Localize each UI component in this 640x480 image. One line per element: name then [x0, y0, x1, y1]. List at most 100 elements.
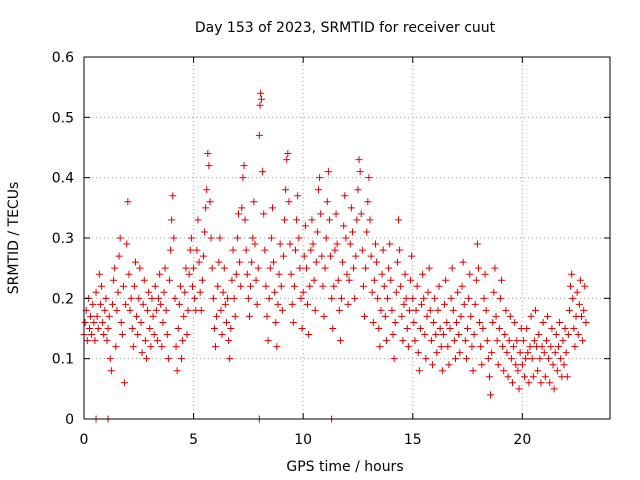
data-point [261, 246, 269, 254]
data-point [539, 318, 547, 326]
data-point [374, 294, 382, 302]
data-point [397, 282, 405, 290]
data-point [128, 325, 136, 332]
data-point [493, 337, 501, 345]
data-point [466, 270, 474, 278]
data-point [296, 264, 304, 272]
data-point [272, 318, 280, 326]
data-point [127, 294, 135, 302]
data-point [365, 174, 373, 182]
data-point [345, 276, 353, 284]
data-point [227, 325, 235, 332]
data-point [447, 294, 455, 302]
data-point [125, 270, 133, 278]
data-point [405, 306, 413, 314]
data-point [81, 318, 89, 326]
data-point [561, 325, 569, 332]
data-point [347, 204, 355, 212]
data-point [239, 174, 247, 182]
data-point [380, 282, 388, 290]
data-point [437, 343, 445, 351]
data-point [527, 312, 535, 320]
data-point [346, 240, 354, 248]
data-point [344, 300, 352, 308]
data-point [168, 216, 176, 224]
data-point [387, 276, 395, 284]
data-point [534, 367, 542, 375]
data-point [557, 355, 565, 363]
data-point [89, 300, 97, 308]
x-tick-label: 10 [294, 432, 312, 448]
data-point [396, 246, 404, 254]
data-point [172, 343, 180, 351]
data-point [101, 306, 109, 314]
data-point [140, 276, 148, 284]
data-point [478, 361, 486, 369]
data-point [354, 186, 362, 194]
data-point [475, 264, 482, 272]
data-point [95, 270, 103, 278]
data-point [468, 343, 476, 351]
x-tick-label: 5 [189, 432, 198, 448]
data-point [138, 349, 146, 357]
data-point [293, 216, 301, 224]
data-point [510, 343, 518, 351]
data-point [215, 258, 223, 266]
data-point [484, 355, 492, 363]
data-point [301, 222, 309, 230]
data-point [363, 228, 371, 236]
data-point [262, 282, 270, 290]
data-point [410, 318, 418, 326]
data-point [369, 318, 377, 326]
data-point [312, 258, 320, 266]
data-point [214, 282, 222, 290]
data-point [407, 276, 415, 284]
data-point [185, 270, 193, 278]
data-point [195, 258, 203, 266]
data-point [371, 240, 379, 248]
data-point [454, 288, 462, 296]
data-point [134, 331, 142, 339]
data-point [87, 312, 95, 320]
data-point [469, 367, 477, 375]
y-tick-label: 0.3 [52, 231, 74, 247]
data-point [300, 252, 308, 260]
data-point [135, 294, 143, 302]
data-point [359, 282, 367, 290]
data-point [448, 264, 456, 272]
data-point [85, 325, 93, 332]
data-point [571, 343, 579, 351]
data-point [512, 361, 520, 369]
data-point [201, 228, 209, 236]
data-point [546, 379, 554, 387]
data-point [570, 325, 578, 332]
data-point [92, 288, 100, 296]
data-point [516, 349, 524, 357]
data-point [368, 288, 376, 296]
data-point [186, 246, 194, 254]
data-point [299, 288, 307, 296]
data-point [564, 331, 572, 339]
y-axis-title: SRMTID / TECUs [6, 182, 22, 295]
data-point [218, 331, 226, 339]
data-point [379, 246, 387, 254]
data-point [541, 373, 549, 381]
data-point [502, 306, 510, 314]
data-point [233, 234, 241, 242]
data-point [340, 222, 348, 230]
y-tick-label: 0.2 [52, 291, 74, 307]
data-point [216, 234, 224, 242]
data-point [439, 331, 447, 339]
data-point [435, 282, 443, 290]
data-point [576, 276, 584, 284]
data-point [277, 282, 285, 290]
data-point [313, 228, 321, 236]
y-tick-label: 0.5 [52, 110, 74, 126]
data-point [436, 325, 444, 332]
data-point [113, 306, 121, 314]
data-point [545, 355, 553, 363]
data-point [276, 240, 284, 248]
data-point [235, 210, 243, 218]
data-point [565, 306, 573, 314]
